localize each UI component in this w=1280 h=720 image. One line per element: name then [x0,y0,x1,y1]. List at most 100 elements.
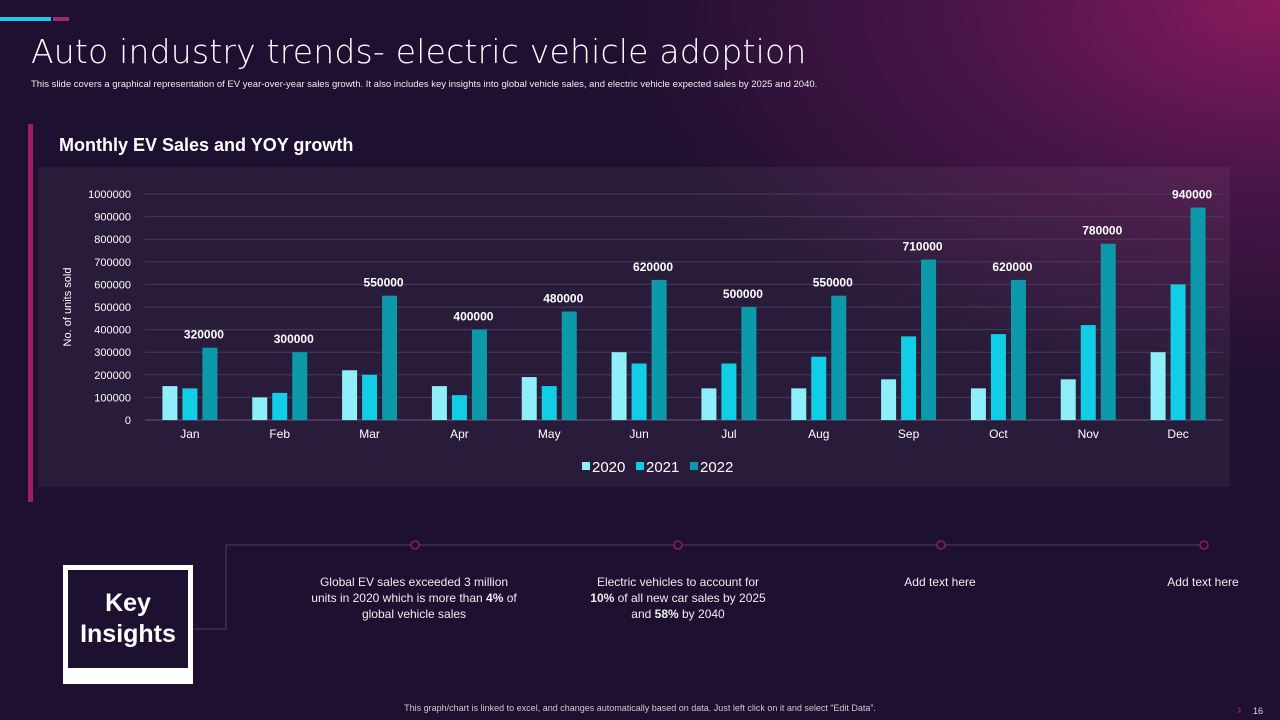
y-axis-label: No. of units sold [62,268,74,347]
x-tick-label: Dec [1167,427,1188,441]
decor-magenta-bar [53,17,69,21]
page-subtitle: This slide covers a graphical representa… [31,79,818,90]
bar-2022-Oct[interactable] [1010,279,1026,420]
y-tick-label: 1000000 [88,189,131,201]
x-tick-label: May [538,427,561,441]
bar-2020-Aug[interactable] [791,388,807,420]
bar-2021-Oct[interactable] [990,334,1006,420]
page-title: Auto industry trends- electric vehicle a… [31,32,807,71]
bar-2020-May[interactable] [521,377,537,420]
insight-2: Electric vehicles to account for 10% of … [590,575,766,621]
legend-label: 2022 [700,459,733,476]
bar-2022-Aug[interactable] [831,295,847,420]
bar-2020-Jun[interactable] [611,352,627,420]
bar-2020-Oct[interactable] [970,388,986,420]
data-label: 320000 [184,328,224,342]
x-tick-label: Nov [1078,427,1099,441]
data-label: 550000 [364,276,404,290]
bar-2021-Apr[interactable] [451,395,467,420]
y-tick-label: 600000 [94,279,131,291]
bar-2020-Dec[interactable] [1150,352,1166,420]
y-tick-label: 300000 [94,347,131,359]
legend-swatch [690,462,698,470]
y-tick-label: 800000 [94,234,131,246]
bar-2020-Nov[interactable] [1060,379,1076,420]
bar-2020-Mar[interactable] [342,370,358,420]
data-label: 550000 [813,276,853,290]
legend-swatch [636,462,644,470]
bar-2020-Jan[interactable] [162,386,178,420]
bar-2022-May[interactable] [561,311,577,420]
bar-2022-Dec[interactable] [1190,207,1206,420]
x-tick-label: Jan [180,427,199,441]
bar-2022-Jun[interactable] [651,279,667,420]
key-insights-line2: Insights [80,620,176,648]
chart-accent-bar [28,124,33,502]
y-tick-label: 100000 [94,392,131,404]
key-insights-label: Key Insights [68,570,188,668]
bar-2021-Jul[interactable] [721,363,737,421]
y-tick-label: 900000 [94,212,131,224]
x-tick-label: Sep [898,427,920,441]
timeline-dot [410,540,420,550]
data-label: 400000 [453,310,493,324]
y-tick-label: 400000 [94,325,131,337]
insight-3: Add text here [904,575,976,589]
bar-2021-Nov[interactable] [1080,325,1096,420]
x-tick-label: Feb [269,427,290,441]
y-tick-label: 200000 [94,370,131,382]
insight-4: Add text here [1167,575,1239,589]
x-tick-label: Jul [721,427,736,441]
y-tick-label: 700000 [94,257,131,269]
footer-note: This graph/chart is linked to excel, and… [404,703,876,713]
bar-2021-May[interactable] [541,386,557,420]
bar-2022-Apr[interactable] [471,329,487,420]
page-number: 16 [1253,706,1264,716]
key-insights-line1: Key [105,589,151,617]
bar-2020-Feb[interactable] [252,397,268,420]
x-tick-label: Oct [989,427,1008,441]
data-label: 500000 [723,287,763,301]
chart-panel[interactable] [38,167,1230,487]
bar-2022-Nov[interactable] [1100,243,1116,420]
legend-label: 2021 [646,459,679,476]
y-tick-label: 0 [125,415,131,427]
bar-2022-Mar[interactable] [382,295,398,420]
timeline-dot [673,540,683,550]
legend-label: 2020 [592,459,625,476]
bar-2021-Mar[interactable] [362,374,378,420]
chart-title: Monthly EV Sales and YOY growth [59,135,354,155]
timeline-dot [936,540,946,550]
bar-2021-Sep[interactable] [901,336,917,420]
timeline-dot [1199,540,1209,550]
data-label: 780000 [1082,224,1122,238]
x-tick-label: Aug [808,427,829,441]
chevron-right-icon[interactable]: › [1237,701,1242,717]
bar-2021-Feb[interactable] [272,392,288,420]
legend-swatch [582,462,590,470]
data-label: 300000 [274,332,314,346]
data-label: 620000 [633,260,673,274]
data-label: 710000 [903,240,943,254]
data-label: 940000 [1172,188,1212,202]
x-tick-label: Jun [629,427,648,441]
bar-2022-Feb[interactable] [292,352,308,420]
bar-2021-Dec[interactable] [1170,284,1186,420]
bar-2021-Jun[interactable] [631,363,647,421]
bar-2022-Jul[interactable] [741,307,757,420]
data-label: 620000 [992,260,1032,274]
x-tick-label: Apr [450,427,469,441]
bar-2022-Jan[interactable] [202,347,218,420]
bar-2020-Sep[interactable] [881,379,897,420]
bar-2021-Aug[interactable] [811,356,827,420]
bar-2022-Sep[interactable] [921,259,937,420]
bar-2021-Jan[interactable] [182,388,198,420]
bar-2020-Apr[interactable] [431,386,447,420]
decor-cyan-bar [0,17,51,21]
bar-2020-Jul[interactable] [701,388,717,420]
y-tick-label: 500000 [94,302,131,314]
insight-1: Global EV sales exceeded 3 million units… [311,575,517,621]
x-tick-label: Mar [359,427,380,441]
